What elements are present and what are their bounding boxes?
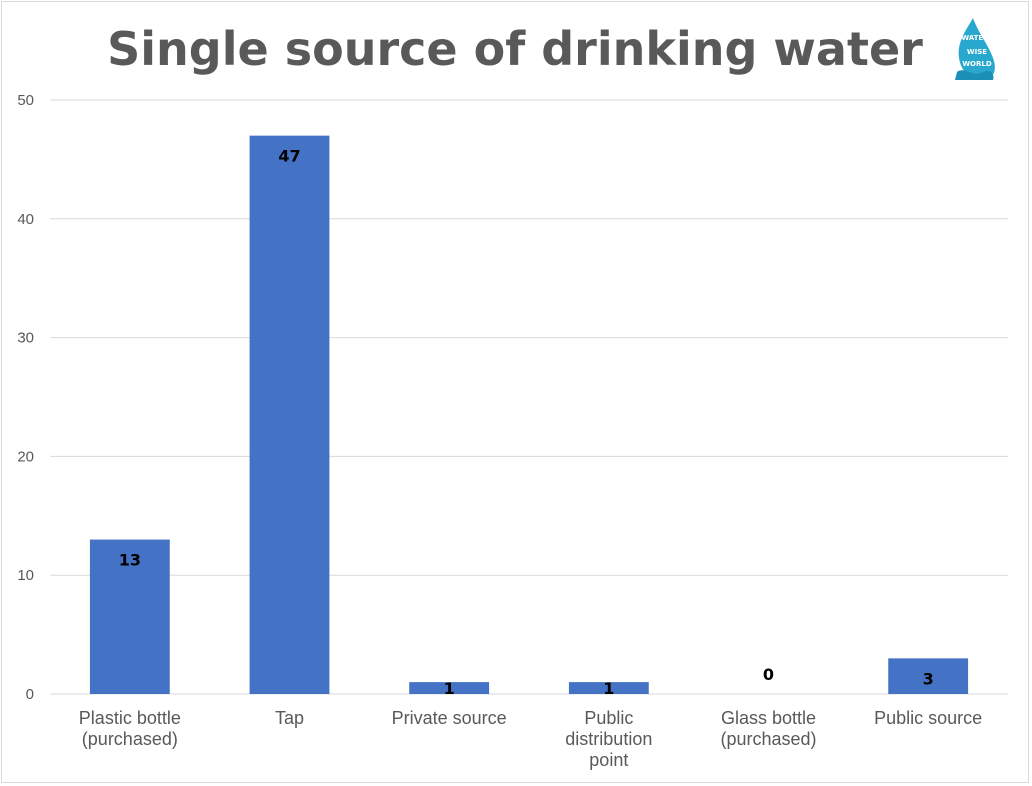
category-label-line: (purchased): [720, 729, 816, 749]
category-label-line: Tap: [275, 708, 304, 728]
category-label-line: (purchased): [82, 729, 178, 749]
logo-text-line-1: WATER: [961, 34, 989, 42]
water-wise-logo-icon: WATER WISE WORLD: [955, 18, 995, 80]
logo-text-line-3: WORLD: [962, 60, 992, 68]
category-label: Public source: [874, 708, 982, 728]
y-tick-label: 0: [26, 686, 34, 703]
bar: [249, 135, 330, 694]
category-label-line: Public source: [874, 708, 982, 728]
y-tick-label: 20: [17, 448, 34, 465]
category-label-line: distribution: [565, 729, 652, 749]
bar: [568, 682, 649, 694]
data-label: 3: [923, 669, 934, 688]
category-label: Public distribution point: [565, 708, 652, 770]
category-label-line: Public: [584, 708, 633, 728]
y-tick-label: 30: [17, 330, 34, 347]
gridlines: [50, 99, 1008, 695]
y-tick-label: 10: [17, 567, 34, 584]
x-axis: Plastic bottle (purchased)Tap Private sour…: [79, 708, 982, 770]
bar: [888, 658, 969, 694]
data-label: 0: [763, 665, 774, 684]
bar: [409, 682, 490, 694]
category-label: Tap: [275, 708, 304, 728]
data-labels: 13 47 1 1 0 3: [119, 147, 934, 698]
y-tick-label: 50: [17, 92, 34, 109]
category-label: Private source: [392, 708, 507, 728]
category-label: Plastic bottle (purchased): [79, 708, 181, 749]
bars: [89, 135, 969, 694]
data-label: 1: [444, 679, 455, 698]
y-tick-label: 40: [17, 211, 34, 228]
category-label-line: Plastic bottle: [79, 708, 181, 728]
data-label: 13: [119, 551, 141, 570]
data-label: 1: [603, 679, 614, 698]
category-label-line: point: [589, 750, 628, 770]
logo-text-line-2: WISE: [967, 48, 987, 56]
chart-title: Single source of drinking water: [107, 22, 923, 76]
y-axis: 0 10 20 30 40 50: [17, 92, 34, 703]
category-label-line: Private source: [392, 708, 507, 728]
bar: [89, 539, 170, 694]
data-label: 47: [278, 147, 300, 166]
category-label-line: Glass bottle: [721, 708, 816, 728]
category-label: Glass bottle (purchased): [720, 708, 816, 749]
